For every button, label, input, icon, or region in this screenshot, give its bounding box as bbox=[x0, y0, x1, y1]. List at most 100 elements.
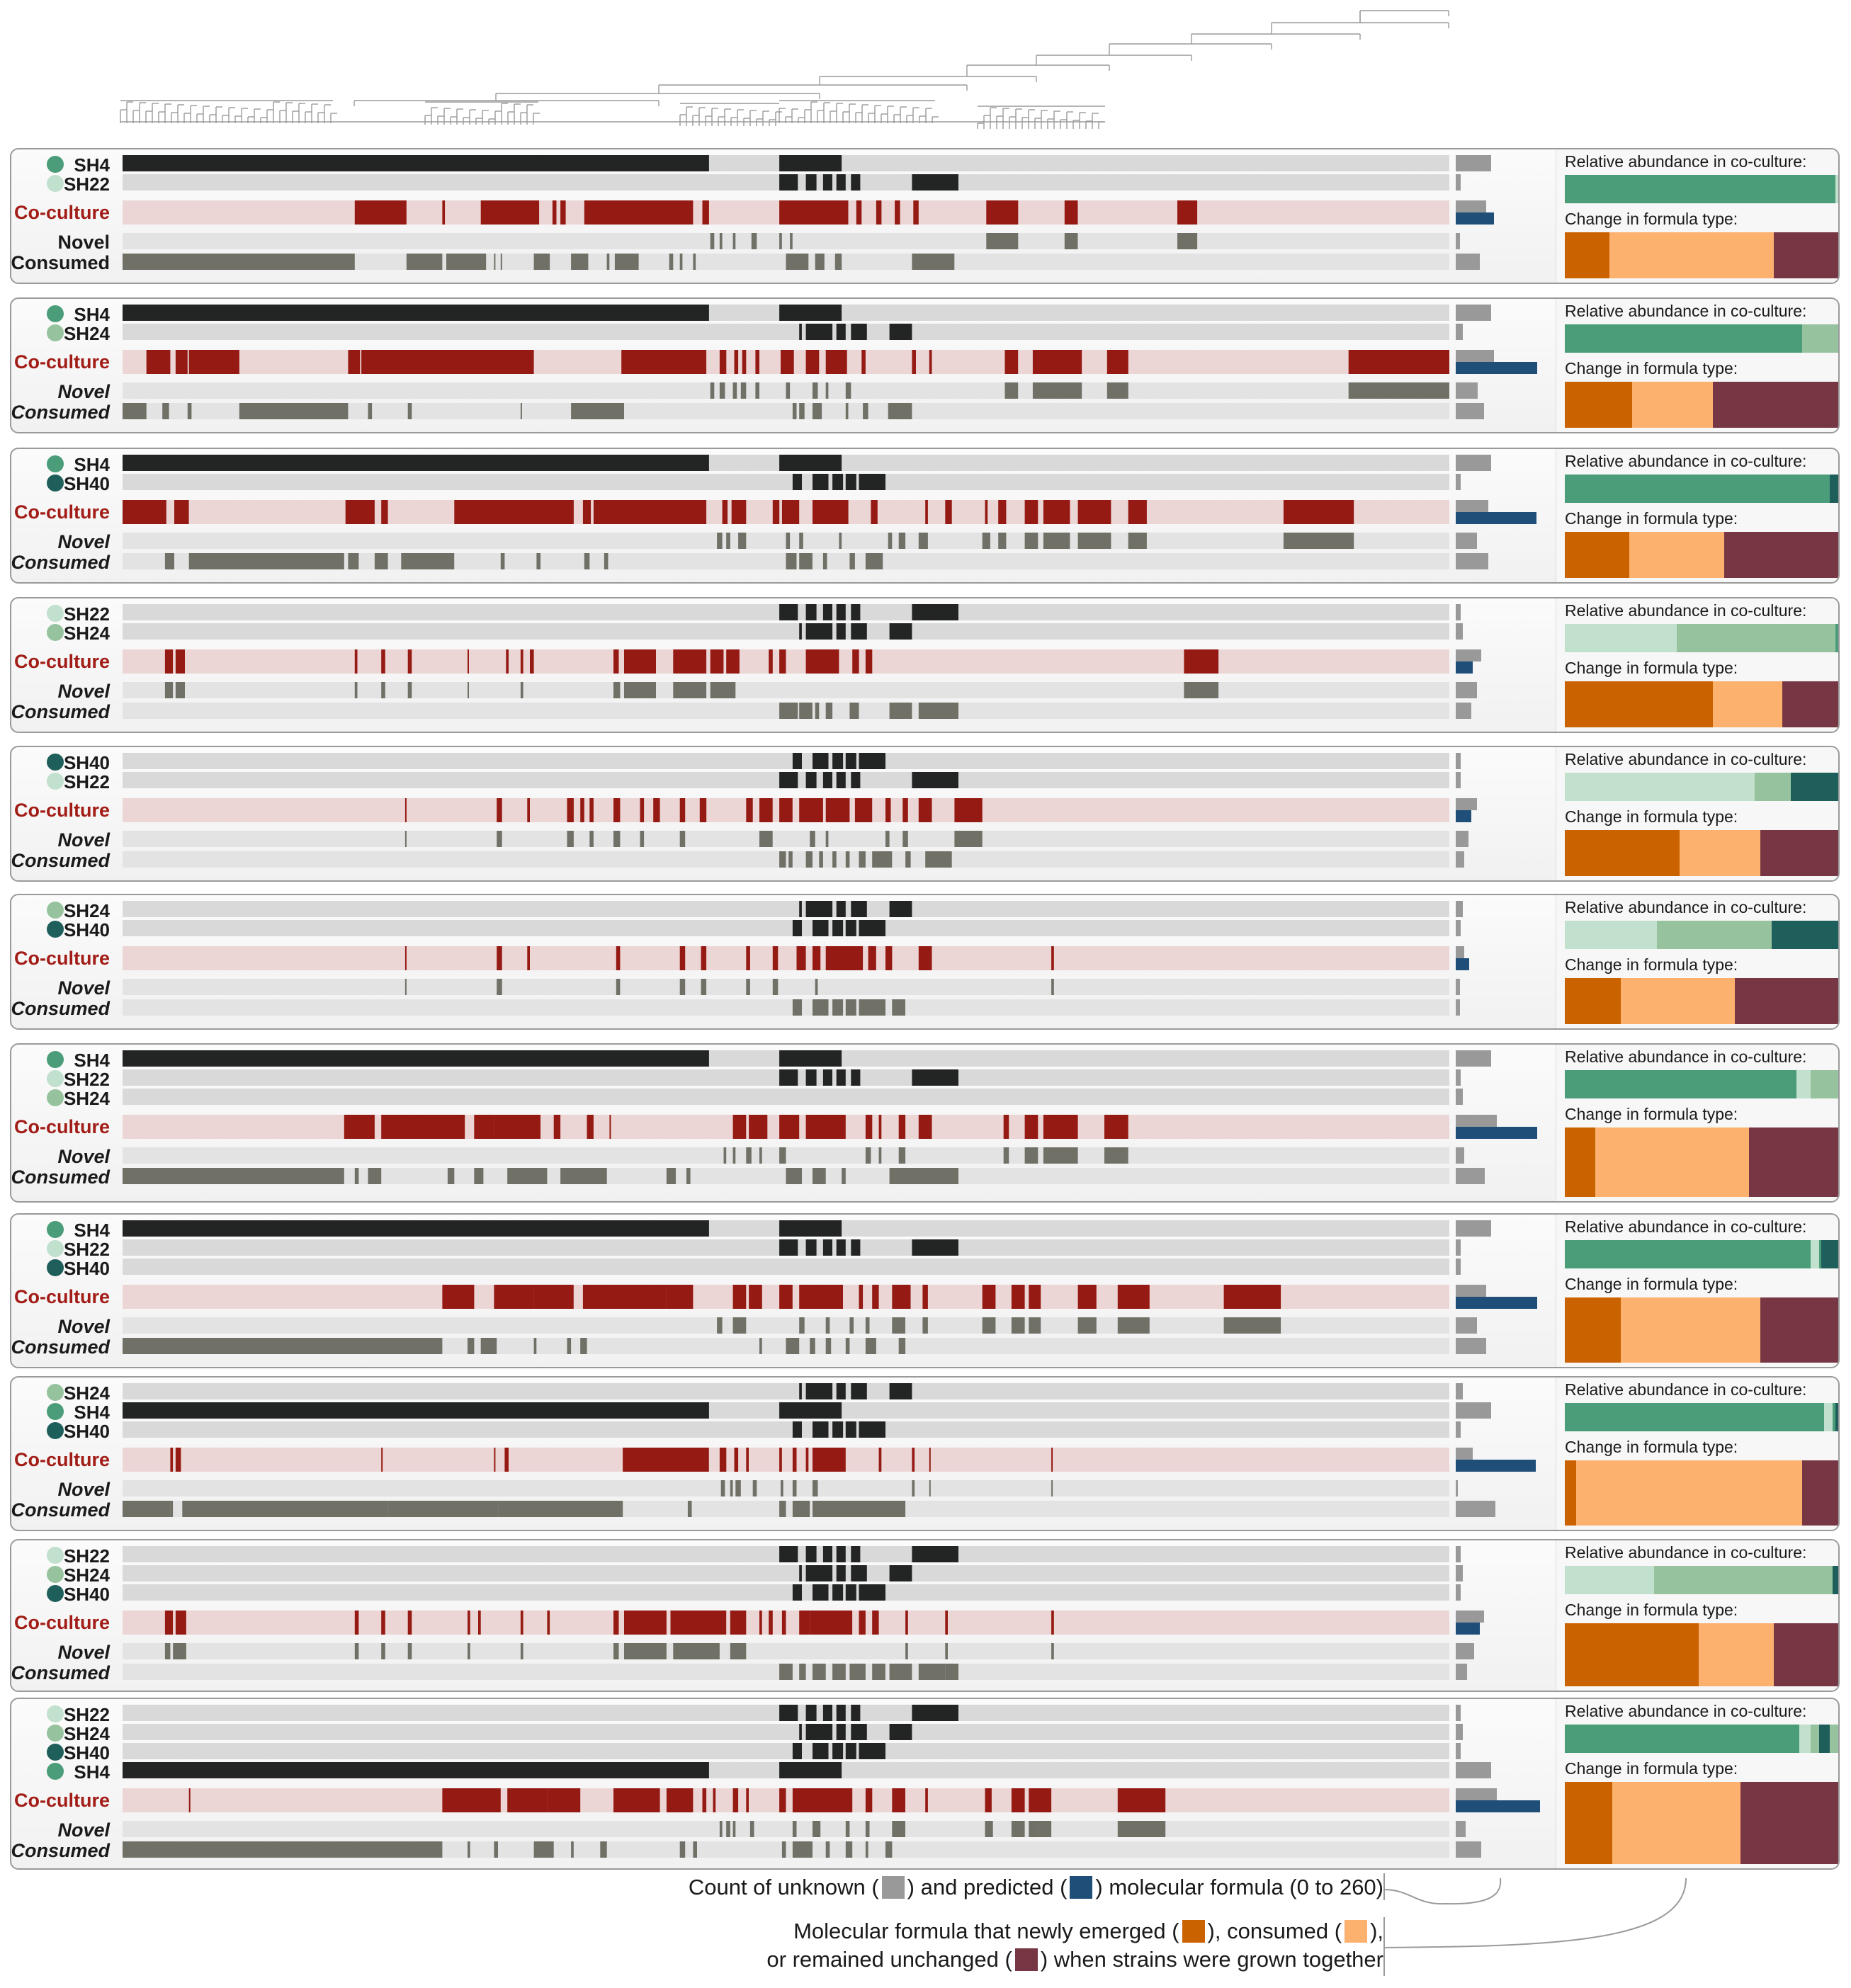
coculture-track-segment bbox=[878, 1115, 882, 1139]
coculture-track-segment bbox=[613, 649, 619, 674]
consumed-track-segment bbox=[571, 1841, 574, 1858]
novel-track-segment bbox=[982, 1317, 996, 1334]
coculture-unknown-bar bbox=[1456, 1285, 1487, 1297]
strain-track-segment bbox=[845, 1743, 856, 1759]
strain-track-svg bbox=[123, 324, 1449, 340]
coculture-track-svg bbox=[123, 649, 1449, 674]
consumed-track-segment bbox=[832, 999, 844, 1016]
formula-emerged-segment bbox=[1565, 232, 1610, 278]
abundance-segment bbox=[1830, 475, 1838, 503]
consumed-track-segment bbox=[182, 1501, 388, 1517]
strain-track-segment bbox=[779, 1762, 842, 1778]
formula-change-stack bbox=[1565, 681, 1838, 727]
novel-track-segment bbox=[825, 1317, 830, 1334]
novel-track-segment bbox=[786, 382, 791, 399]
strain-track-svg bbox=[123, 1259, 1449, 1275]
formula-emerged-segment bbox=[1565, 1623, 1699, 1686]
coculture-track-segment bbox=[1029, 1788, 1041, 1812]
novel-track-segment bbox=[732, 1317, 747, 1334]
strain-label: SH22 bbox=[63, 603, 110, 625]
formula-change-title: Change in formula type: bbox=[1565, 1105, 1738, 1123]
consumed-track-segment bbox=[669, 254, 674, 270]
strain-track bbox=[123, 604, 1449, 620]
novel-track-segment bbox=[613, 1643, 619, 1659]
consumed-track-segment bbox=[781, 1841, 786, 1858]
strain-track-segment bbox=[779, 1546, 798, 1562]
consumed-count-bar bbox=[1456, 703, 1471, 719]
coculture-track-segment bbox=[813, 500, 849, 524]
coculture-unknown-bar bbox=[1456, 649, 1481, 661]
novel-track-segment bbox=[717, 1317, 723, 1334]
strain-track-segment bbox=[836, 174, 846, 191]
strain-label: SH4 bbox=[74, 1402, 110, 1423]
strain-track-svg bbox=[123, 1383, 1449, 1399]
formula-change-stack bbox=[1565, 1460, 1838, 1526]
formula-change-title: Change in formula type: bbox=[1565, 807, 1738, 826]
coculture-track-segment bbox=[719, 1448, 727, 1472]
emerged-swatch bbox=[1182, 1920, 1205, 1943]
coculture-track-segment bbox=[702, 200, 709, 225]
strain-label: SH4 bbox=[74, 1220, 110, 1241]
coculture-track-segment bbox=[361, 350, 534, 374]
strain-track-svg bbox=[123, 1724, 1449, 1740]
abundance-segment bbox=[1791, 773, 1838, 801]
coculture-track-segment bbox=[1077, 500, 1111, 524]
consumed-track-segment bbox=[889, 703, 912, 719]
novel-track-segment bbox=[1348, 382, 1449, 399]
coculture-track-segment bbox=[1043, 500, 1070, 524]
novel-track-segment bbox=[679, 979, 686, 995]
formula-unchanged-segment bbox=[1760, 1297, 1838, 1363]
novel-track-segment bbox=[732, 1821, 736, 1837]
consumed-track-segment bbox=[786, 553, 797, 569]
novel-track-segment bbox=[865, 1317, 870, 1334]
formula-emerged-segment bbox=[1565, 1297, 1621, 1363]
coculture-track-segment bbox=[344, 1115, 375, 1139]
abundance-segment bbox=[1824, 1403, 1833, 1431]
strain-track-segment bbox=[805, 772, 817, 788]
unknown-swatch bbox=[881, 1876, 905, 1899]
formula-change-title: Change in formula type: bbox=[1565, 509, 1738, 528]
coculture-track-segment bbox=[468, 1611, 470, 1635]
strain-dot bbox=[47, 1089, 64, 1106]
consumed-track-svg bbox=[123, 403, 1449, 419]
coculture-track-segment bbox=[547, 1611, 550, 1635]
consumed-label: Consumed bbox=[11, 998, 110, 1019]
formula-emerged-segment bbox=[1565, 681, 1713, 727]
novel-track-segment bbox=[825, 831, 829, 847]
abundance-stack bbox=[1565, 773, 1838, 801]
coculture-track-segment bbox=[354, 200, 407, 225]
novel-track-segment bbox=[1064, 233, 1078, 249]
strain-count-bar bbox=[1456, 1239, 1461, 1256]
strain-count-bar bbox=[1456, 174, 1461, 191]
strain-track bbox=[123, 1239, 1449, 1256]
consumed-track-segment bbox=[368, 1168, 382, 1184]
coculture-unknown-bar bbox=[1456, 1611, 1484, 1623]
consumed-track-segment bbox=[162, 403, 169, 419]
coculture-track-segment bbox=[868, 946, 876, 970]
abundance-segment bbox=[1801, 324, 1838, 353]
coculture-track-segment bbox=[1003, 1115, 1009, 1139]
strain-label: SH40 bbox=[63, 752, 110, 773]
coculture-predicted-bar bbox=[1456, 661, 1473, 674]
novel-track-segment bbox=[781, 1480, 783, 1496]
strain-label: SH24 bbox=[63, 900, 110, 921]
coculture-track-segment bbox=[769, 1611, 773, 1635]
abundance-segment bbox=[1657, 921, 1772, 949]
coculture-track-segment bbox=[954, 798, 983, 822]
novel-track-segment bbox=[1043, 533, 1070, 549]
strain-track-segment bbox=[889, 324, 912, 340]
novel-track-segment bbox=[815, 979, 818, 995]
coculture-track bbox=[123, 350, 1449, 374]
strain-count-bar bbox=[1456, 772, 1461, 788]
consumed-track-svg bbox=[123, 1841, 1449, 1858]
consumed-label: Consumed bbox=[11, 1840, 110, 1861]
strain-track-segment bbox=[851, 1565, 867, 1581]
novel-track-segment bbox=[613, 682, 621, 698]
novel-label: Novel bbox=[57, 681, 110, 702]
coculture-track-segment bbox=[985, 500, 988, 524]
novel-track-segment bbox=[845, 1821, 850, 1837]
novel-track-svg bbox=[123, 1643, 1449, 1659]
novel-track-segment bbox=[1077, 1317, 1097, 1334]
strain-track-segment bbox=[832, 1584, 844, 1601]
abundance-stack bbox=[1565, 921, 1838, 949]
